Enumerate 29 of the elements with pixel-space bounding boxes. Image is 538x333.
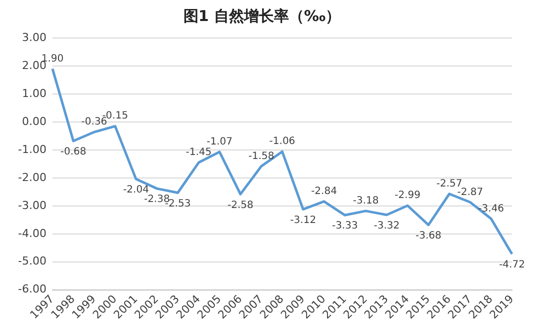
y-tick-label: -3.00 [18,198,46,212]
data-label: -2.84 [311,186,337,198]
data-label: -2.87 [457,186,484,198]
data-label: -1.45 [186,147,212,158]
data-label: -3.68 [416,230,442,242]
y-tick-label: -5.00 [18,254,46,268]
data-label: -3.33 [332,220,358,232]
chart-title: 图1 自然增长率（‰） [183,6,341,25]
data-label: -3.18 [352,196,379,207]
data-label: -3.32 [374,220,400,232]
data-label: -0.36 [81,116,108,128]
y-tick-label: 1.00 [22,86,46,100]
data-label: -2.57 [436,178,462,190]
data-label: -2.04 [123,184,149,196]
data-label: -1.06 [269,136,296,148]
data-label: -4.72 [499,260,525,271]
y-tick-label: -2.00 [18,170,46,184]
y-tick-label: 0.00 [22,114,46,128]
data-label: -1.07 [206,136,233,148]
data-label: -3.12 [290,214,316,226]
data-label: -0.68 [60,146,86,158]
data-label: -2.99 [394,190,420,202]
data-label: -2.58 [228,200,254,211]
y-tick-label: -1.00 [18,142,46,156]
data-label: -3.46 [478,203,504,214]
y-tick-label: 3.00 [22,30,46,44]
data-label: -1.58 [248,150,274,162]
y-tick-label: -4.00 [18,226,46,240]
y-tick-label: -6.00 [18,282,46,296]
